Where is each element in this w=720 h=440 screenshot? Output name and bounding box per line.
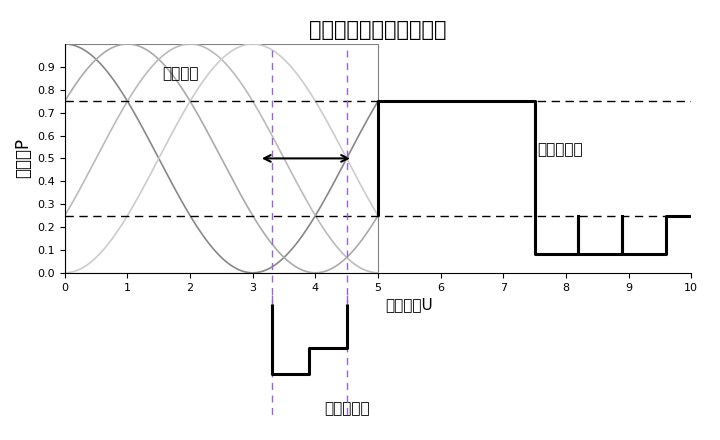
Y-axis label: 光功率P: 光功率P: [14, 138, 32, 179]
Text: 输出光脉冲: 输出光脉冲: [538, 142, 583, 157]
Text: 调制电脉冲: 调制电脉冲: [324, 401, 369, 416]
Text: 曲线漂移: 曲线漂移: [162, 66, 199, 81]
Title: 电光调制器输出特性曲线: 电光调制器输出特性曲线: [310, 20, 446, 40]
Text: 偏置电压U: 偏置电压U: [385, 297, 433, 312]
